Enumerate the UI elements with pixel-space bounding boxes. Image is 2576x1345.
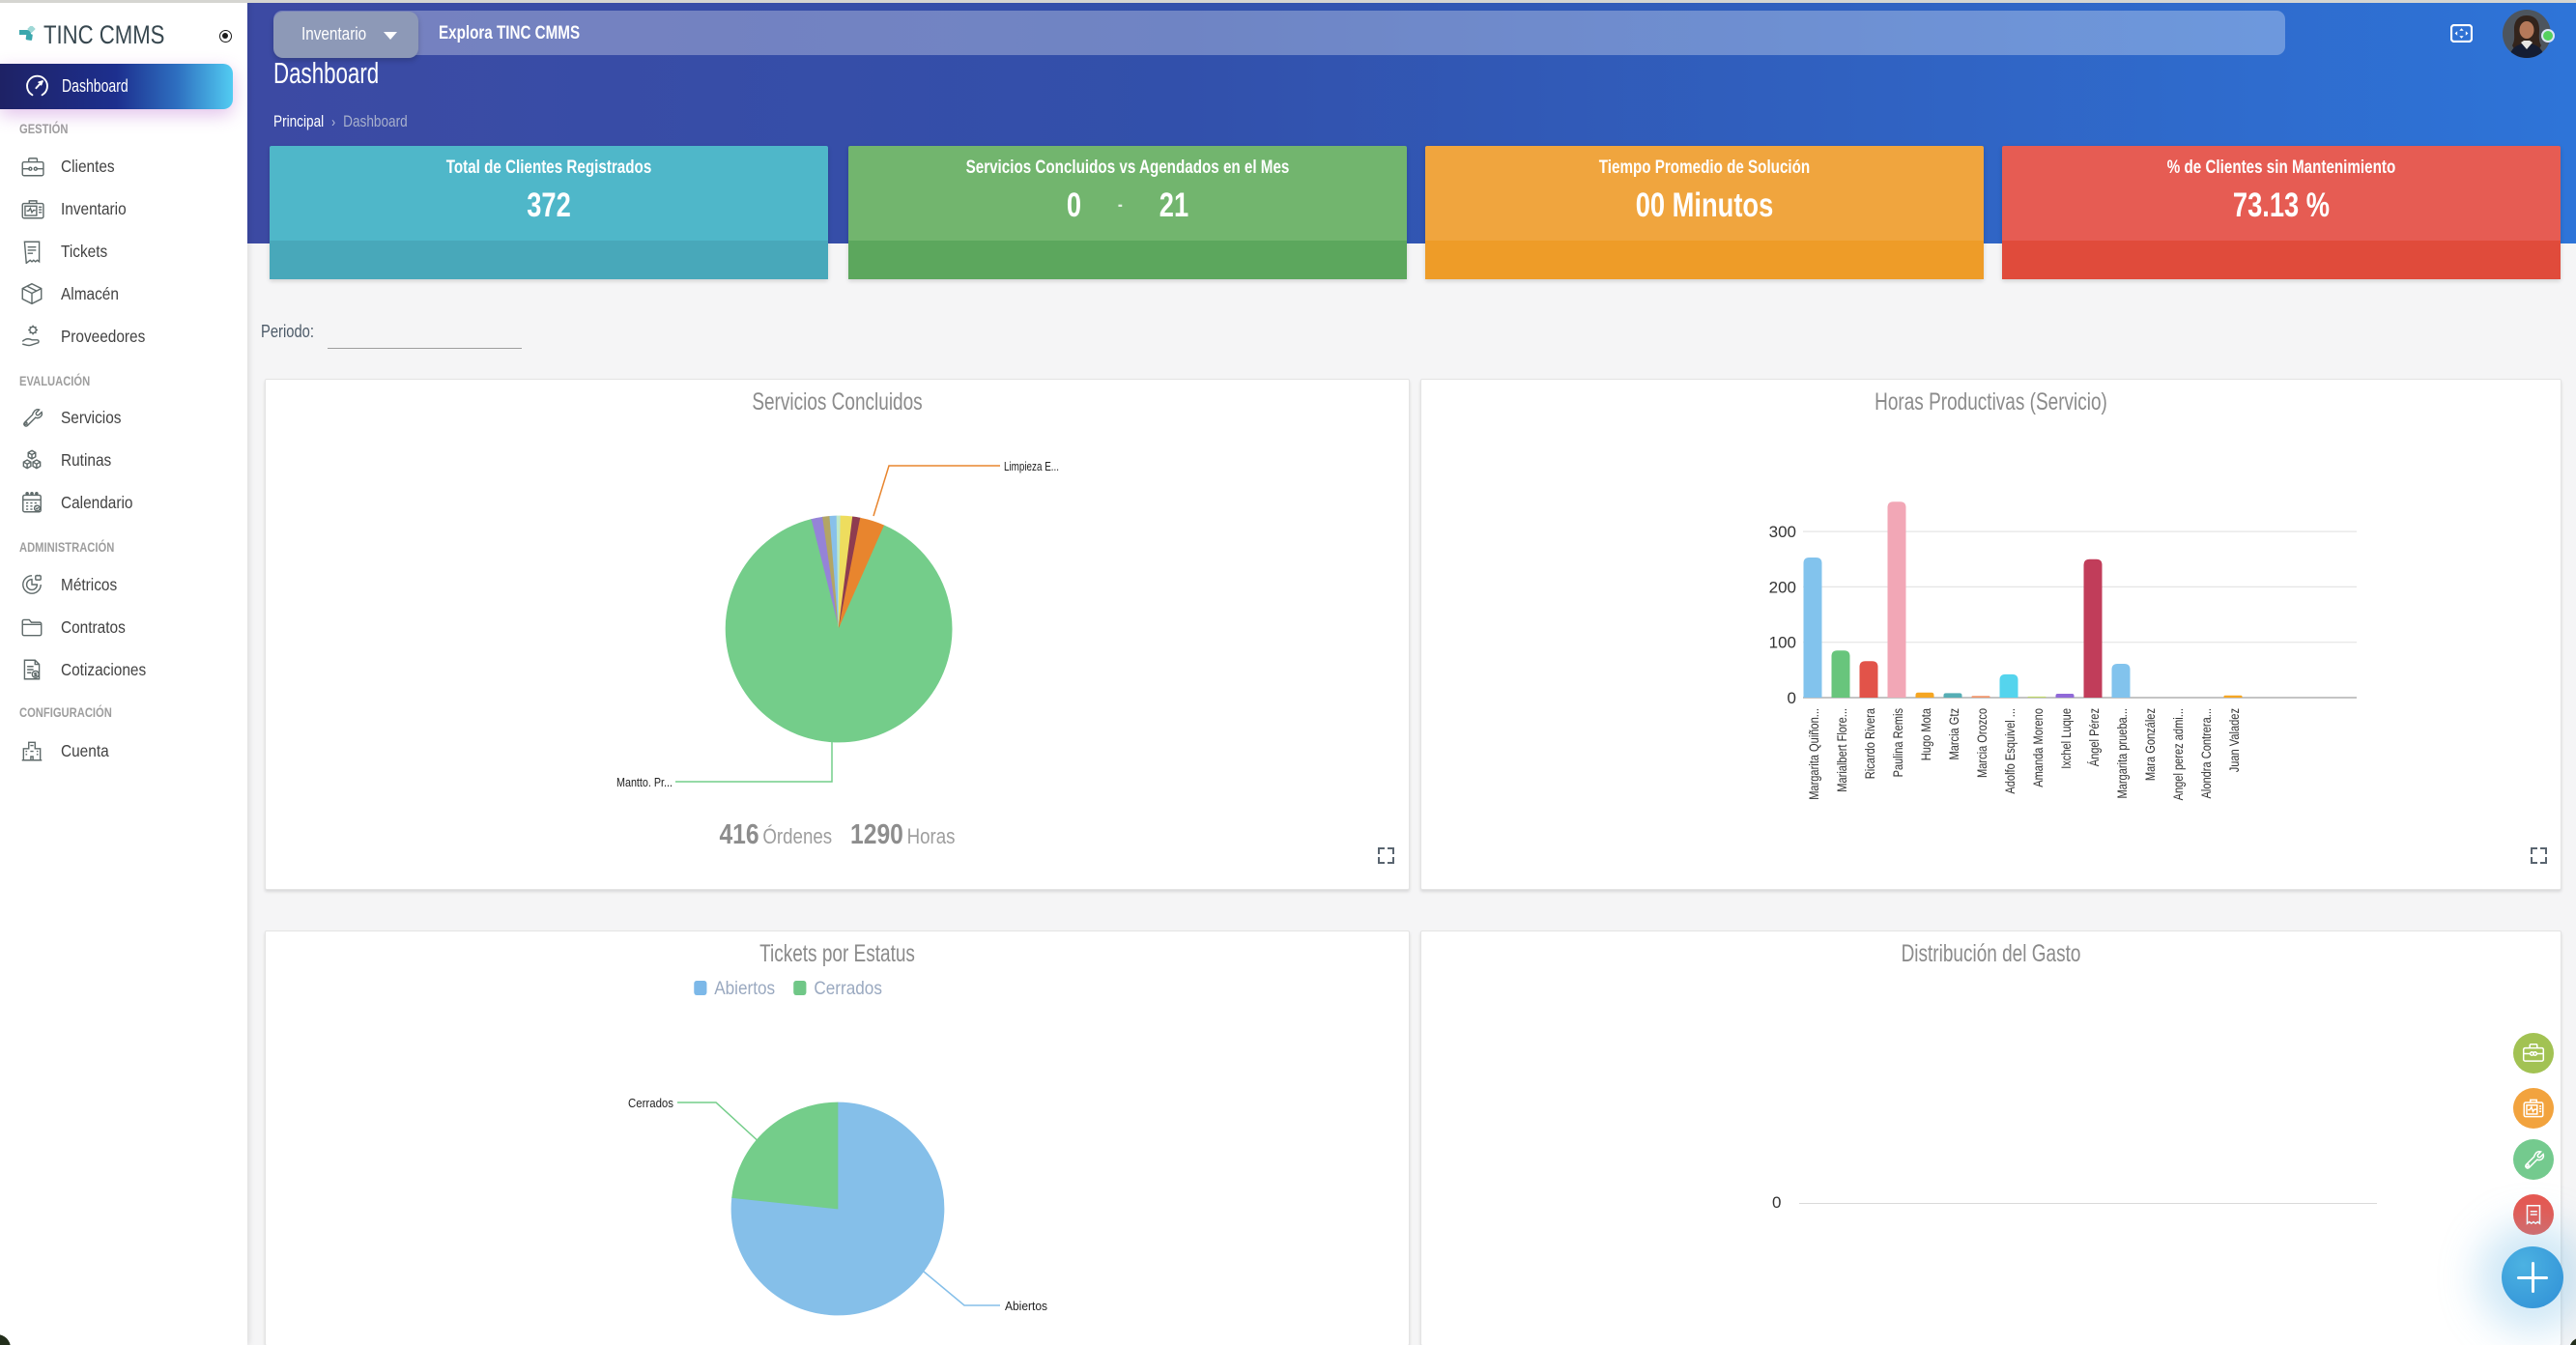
svg-text:Marcia Orozco: Marcia Orozco (1975, 708, 1989, 778)
svg-text:200: 200 (1769, 578, 1796, 596)
svg-text:Mara González: Mara González (2143, 708, 2158, 781)
svg-text:Mantto. Pr...: Mantto. Pr... (616, 775, 673, 789)
svg-text:Limpieza E...: Limpieza E... (1004, 459, 1059, 473)
svg-text:Paulina Remis: Paulina Remis (1891, 708, 1905, 778)
svg-text:Angel perez admi...: Angel perez admi... (2171, 708, 2186, 800)
svg-text:Hugo Mota: Hugo Mota (1919, 708, 1933, 761)
svg-text:100: 100 (1769, 634, 1796, 652)
svg-text:Ricardo Rivera: Ricardo Rivera (1863, 708, 1877, 780)
svg-text:0: 0 (1788, 689, 1796, 707)
svg-text:Marcia Gtz: Marcia Gtz (1947, 708, 1961, 760)
svg-text:Cerrados: Cerrados (628, 1096, 673, 1110)
svg-text:Abiertos: Abiertos (1005, 1299, 1047, 1313)
svg-text:Marialbert Flore...: Marialbert Flore... (1835, 708, 1849, 792)
svg-text:Margarita prueba...: Margarita prueba... (2115, 708, 2130, 799)
svg-text:300: 300 (1769, 523, 1796, 541)
svg-text:Alondra Contrera...: Alondra Contrera... (2199, 708, 2214, 799)
svg-text:Juan Valadez: Juan Valadez (2227, 708, 2242, 773)
svg-text:Ixchel Luque: Ixchel Luque (2059, 708, 2074, 769)
svg-text:Amanda Moreno: Amanda Moreno (2031, 708, 2046, 787)
svg-text:Margarita Quiñon...: Margarita Quiñon... (1807, 708, 1821, 800)
svg-text:Adolfo Esquivel ...: Adolfo Esquivel ... (2003, 708, 2018, 794)
svg-text:Ángel Pérez: Ángel Pérez (2087, 708, 2102, 767)
